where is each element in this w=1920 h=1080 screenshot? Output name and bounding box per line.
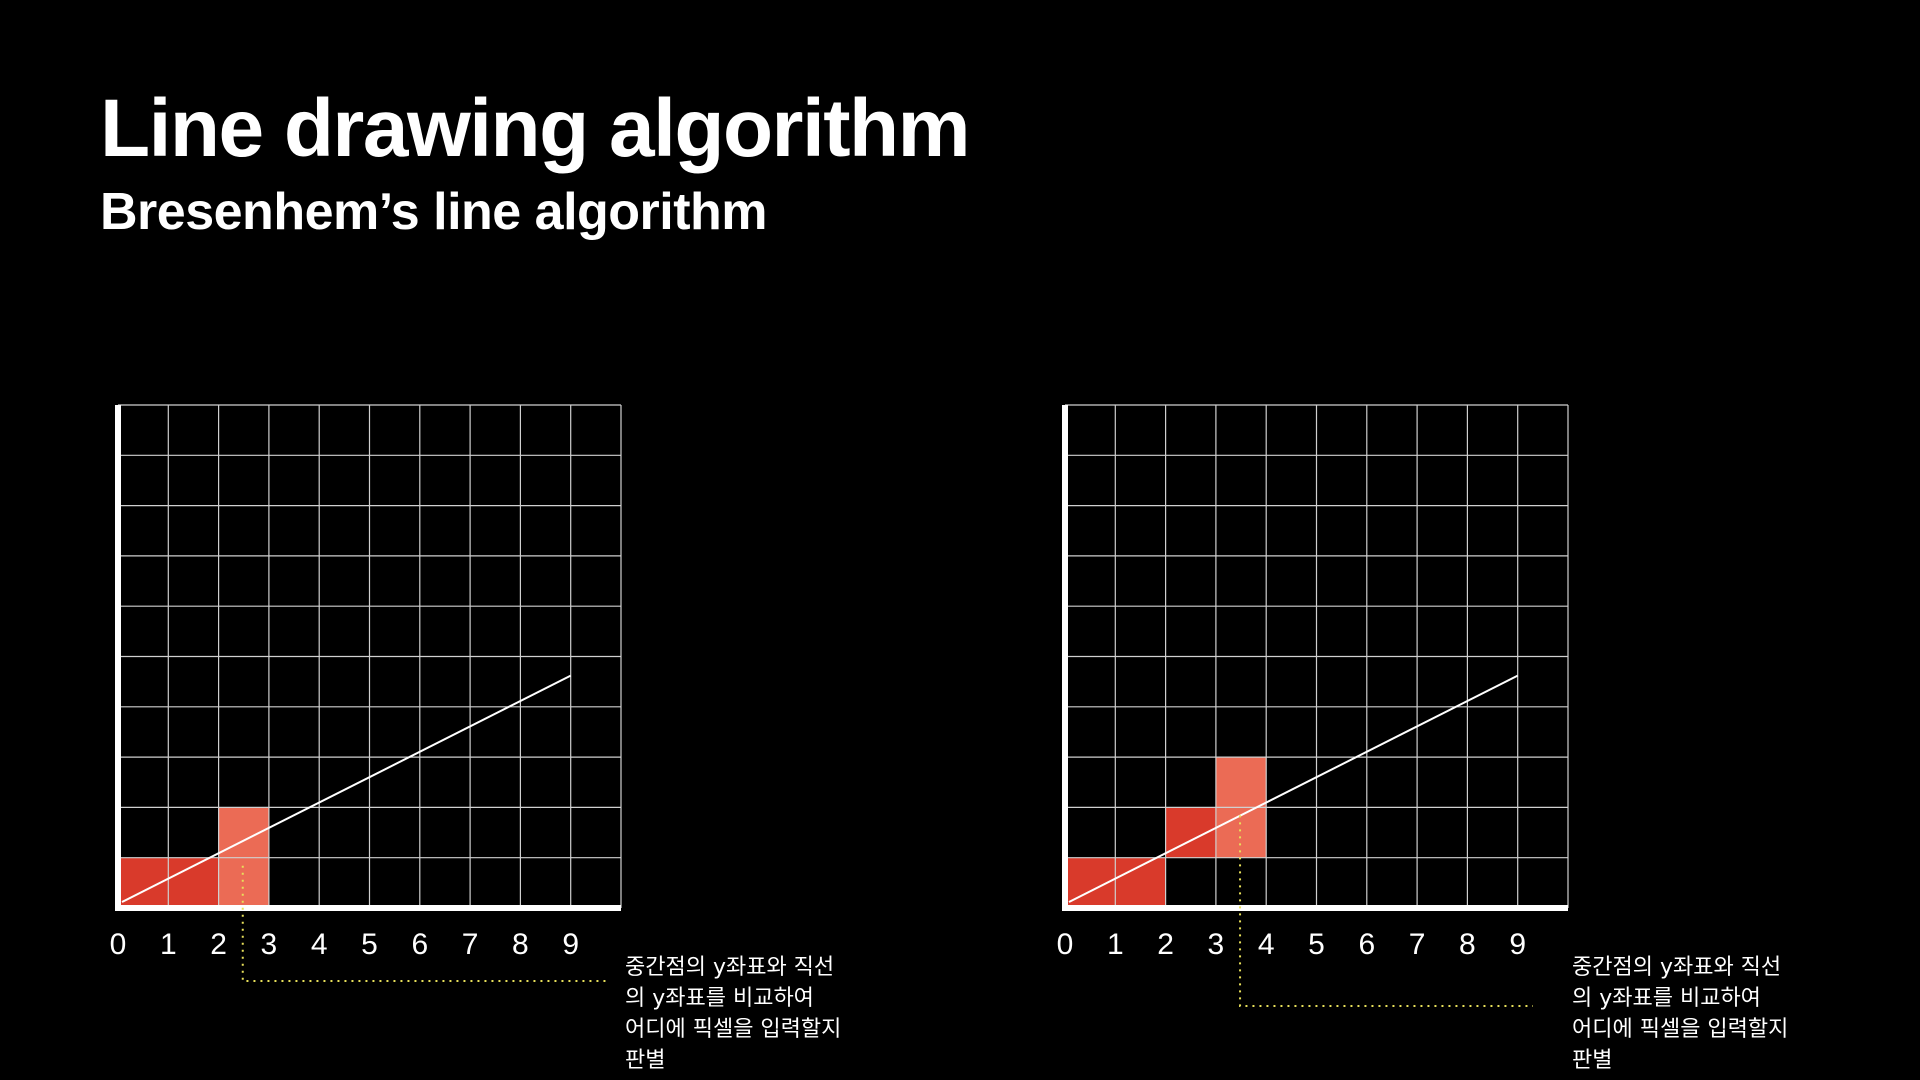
slide-title: Line drawing algorithm bbox=[100, 83, 971, 174]
x-tick-label: 9 bbox=[562, 928, 579, 961]
midpoint-guide-dotted bbox=[241, 865, 610, 982]
pixel-candidate bbox=[218, 857, 269, 908]
x-tick-label: 5 bbox=[361, 928, 378, 961]
pixel-candidate bbox=[1215, 757, 1267, 808]
x-tick-label: 3 bbox=[261, 928, 278, 961]
midpoint-guide-dotted bbox=[1239, 815, 1533, 1007]
explanation-note-left: 중간점의 y좌표와 직선 의 y좌표를 비교하여 어디에 픽셀을 입력할지 판별 bbox=[625, 955, 842, 1073]
x-tick-label: 7 bbox=[462, 928, 479, 961]
ideal-line bbox=[121, 674, 572, 903]
x-tick-label: 0 bbox=[1057, 928, 1074, 961]
x-tick-label: 7 bbox=[1409, 928, 1426, 961]
x-tick-label: 6 bbox=[411, 928, 428, 961]
x-tick-label: 1 bbox=[1107, 928, 1124, 961]
x-tick-label: 9 bbox=[1509, 928, 1526, 961]
x-tick-label: 4 bbox=[311, 928, 328, 961]
x-tick-label: 0 bbox=[110, 928, 127, 961]
slide-subtitle: Bresenhem’s line algorithm bbox=[100, 183, 768, 241]
x-tick-label: 8 bbox=[1459, 928, 1476, 961]
x-tick-label: 2 bbox=[210, 928, 227, 961]
x-tick-label: 8 bbox=[512, 928, 529, 961]
x-tick-label: 5 bbox=[1308, 928, 1325, 961]
x-tick-label: 3 bbox=[1208, 928, 1225, 961]
x-tick-label: 1 bbox=[160, 928, 177, 961]
x-tick-label: 4 bbox=[1258, 928, 1275, 961]
x-tick-label: 2 bbox=[1157, 928, 1174, 961]
ideal-line bbox=[1068, 674, 1519, 903]
explanation-note-right: 중간점의 y좌표와 직선 의 y좌표를 비교하여 어디에 픽셀을 입력할지 판별 bbox=[1572, 955, 1789, 1073]
x-tick-label: 6 bbox=[1358, 928, 1375, 961]
